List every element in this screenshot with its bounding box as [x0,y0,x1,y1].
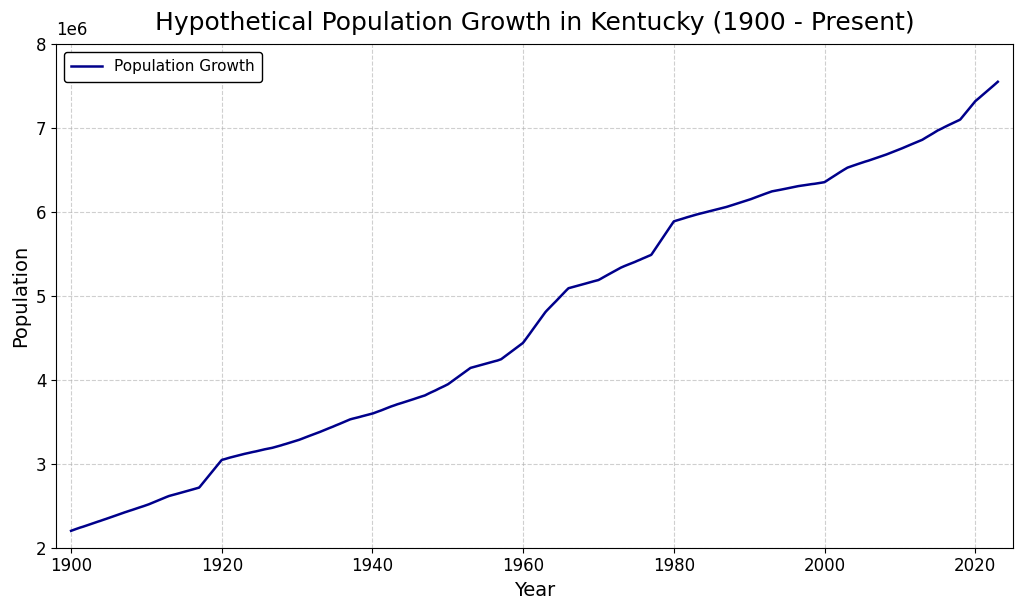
Title: Hypothetical Population Growth in Kentucky (1900 - Present): Hypothetical Population Growth in Kentuc… [155,11,914,35]
Y-axis label: Population: Population [11,244,30,347]
Population Growth [65,527,77,535]
Legend: Population Growth: Population Growth [63,52,262,82]
Text: 1e6: 1e6 [56,21,87,39]
Population Growth [991,78,1004,86]
Population Growth [774,186,786,194]
Line: Population Growth: Population Growth [71,82,997,531]
Population Growth [610,266,623,274]
Population Growth [858,158,870,166]
Population Growth [958,110,971,117]
X-axis label: Year: Year [514,581,555,600]
Population Growth [134,503,146,511]
Population Growth [872,154,885,161]
